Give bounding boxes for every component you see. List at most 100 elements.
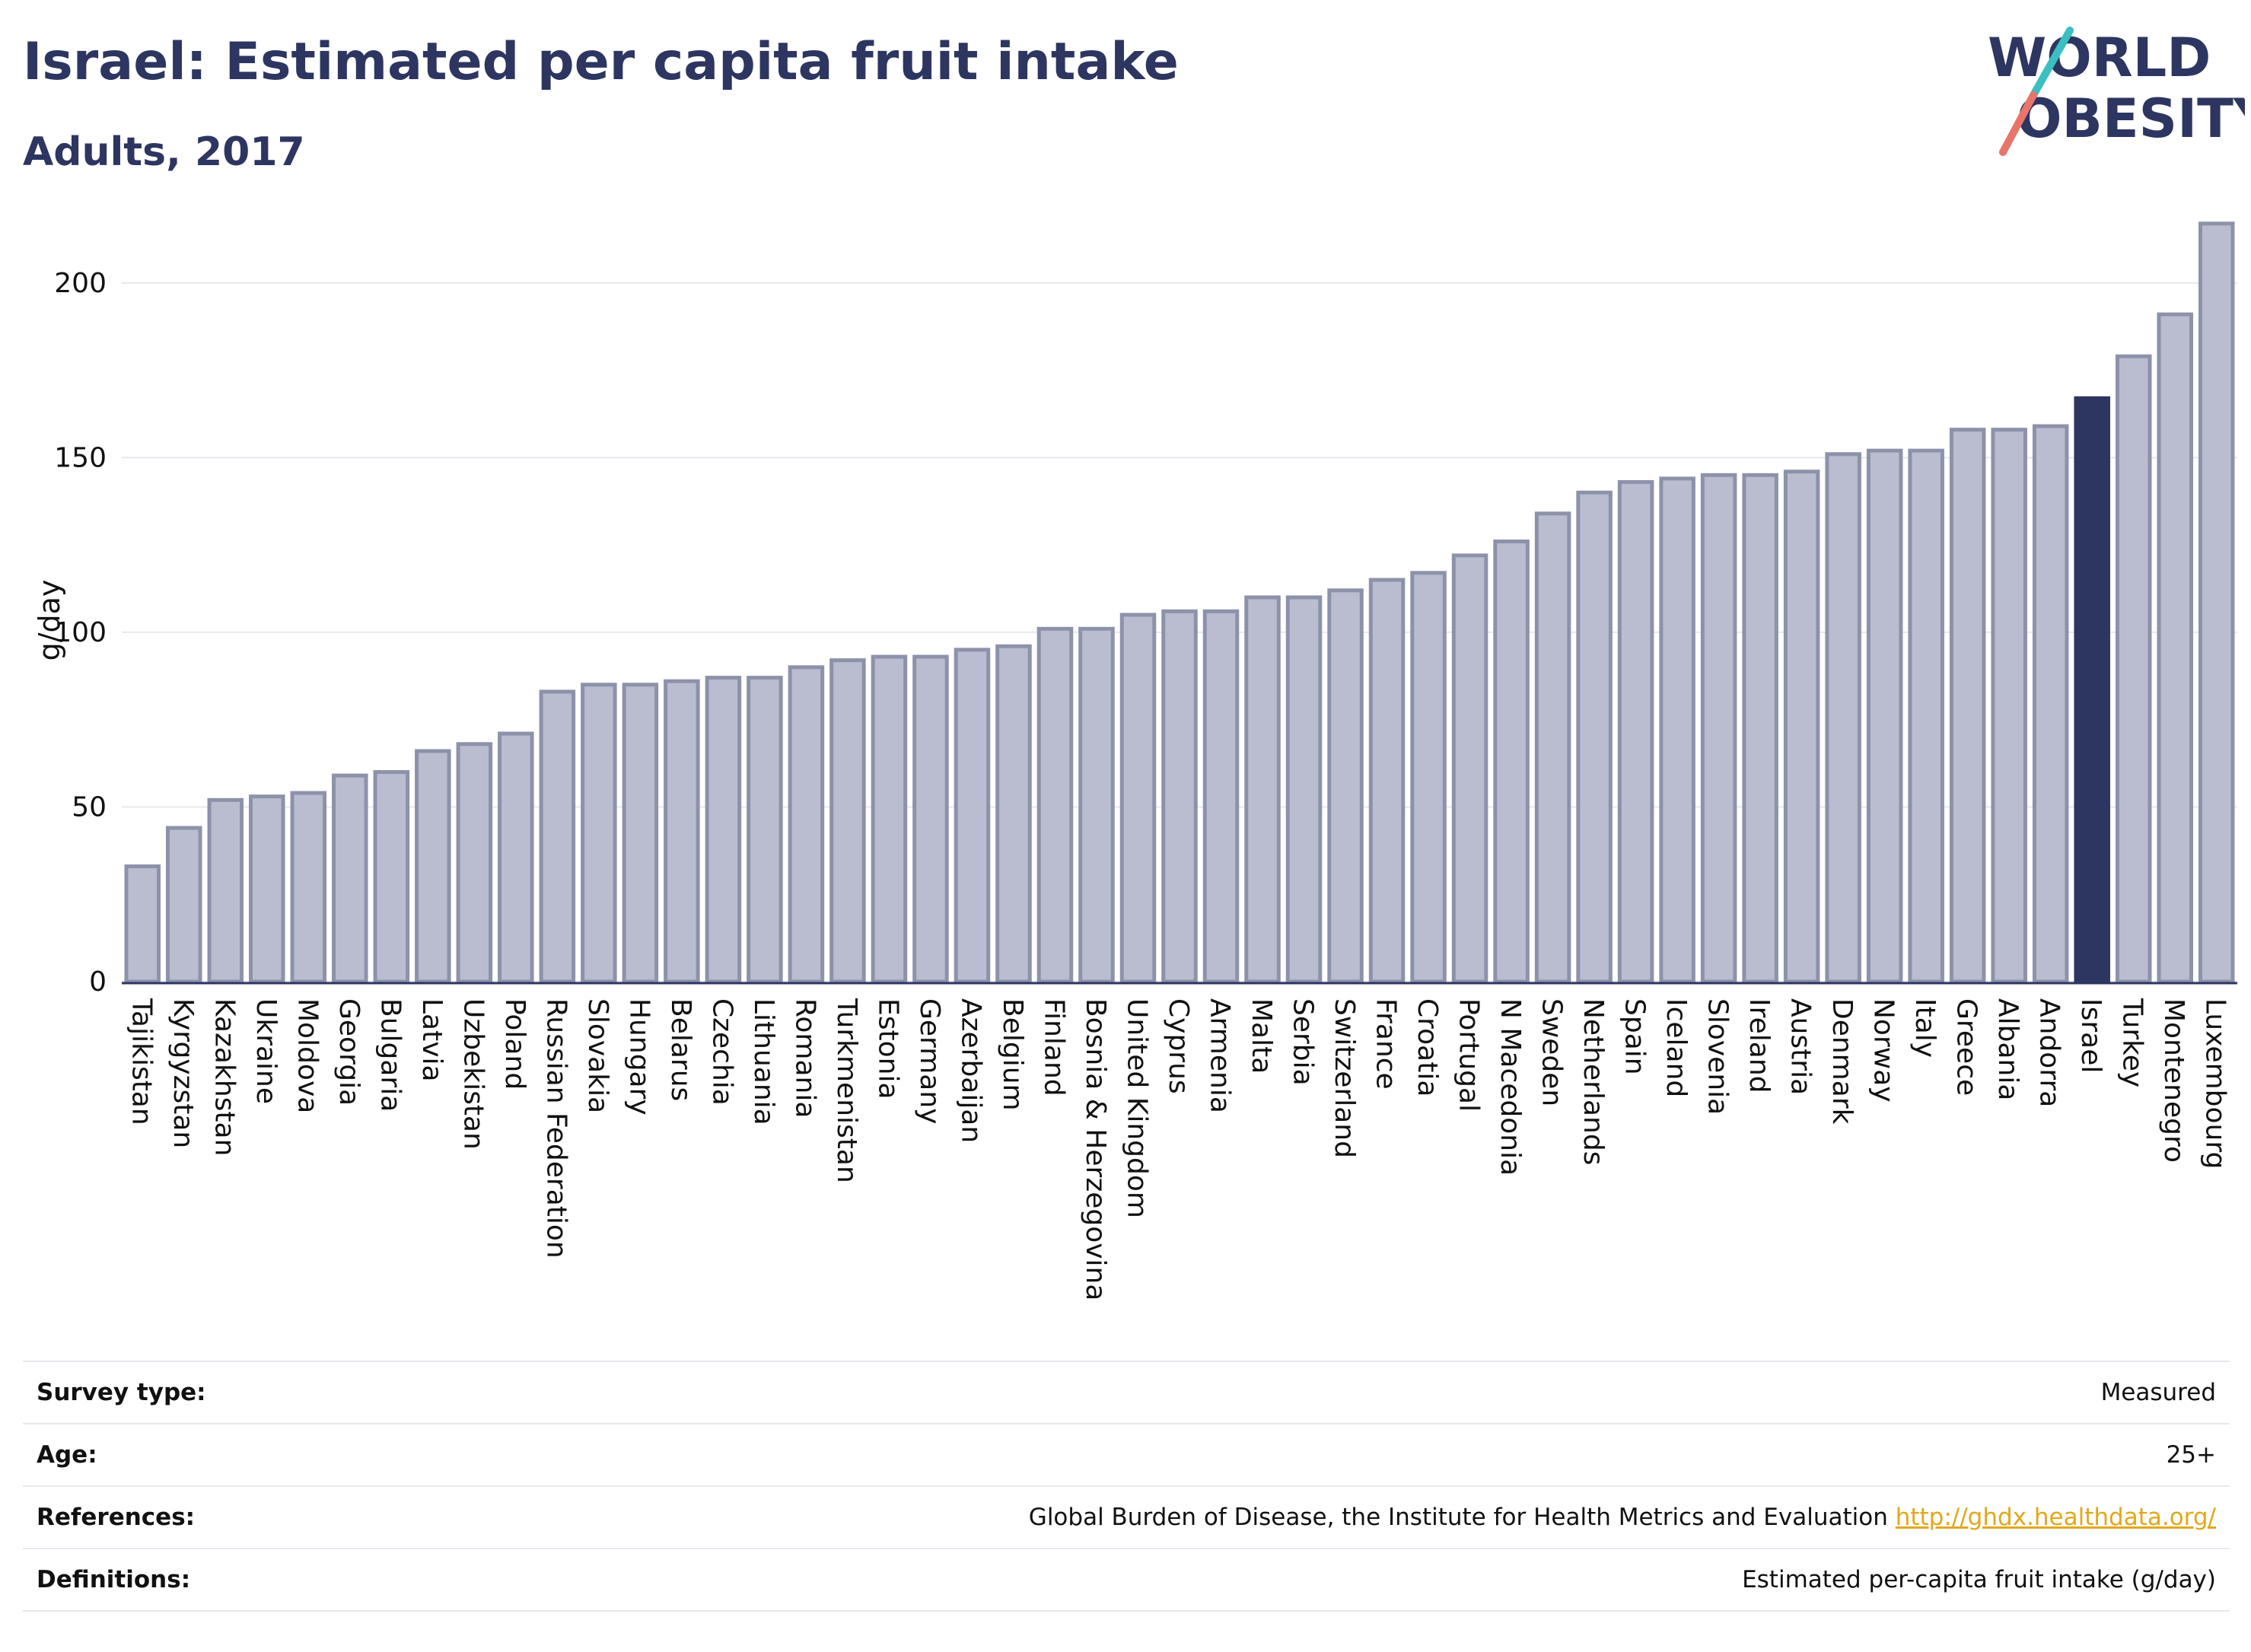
x-tick-label: United Kingdom bbox=[1121, 998, 1152, 1218]
x-tick-label: Greece bbox=[1951, 998, 1982, 1096]
bar bbox=[1576, 490, 1613, 984]
x-tick-label: Bulgaria bbox=[374, 998, 406, 1112]
x-tick-label: Poland bbox=[499, 998, 530, 1090]
bar bbox=[1410, 571, 1447, 984]
info-label: Age: bbox=[37, 1441, 97, 1469]
bar bbox=[1700, 473, 1737, 984]
y-tick-label: 200 bbox=[54, 268, 107, 299]
bar bbox=[1244, 595, 1281, 984]
x-tick-label: Estonia bbox=[872, 998, 903, 1100]
info-value: 25+ bbox=[2166, 1441, 2216, 1469]
x-tick-label: Slovakia bbox=[582, 998, 613, 1113]
x-tick-label: Montenegro bbox=[2158, 998, 2189, 1163]
y-tick-label: 50 bbox=[72, 791, 107, 823]
bar bbox=[1825, 452, 1861, 984]
bar bbox=[166, 826, 202, 984]
x-tick-label: Uzbekistan bbox=[457, 998, 489, 1150]
x-tick-label: Cyprus bbox=[1163, 998, 1194, 1094]
x-tick-label: Russian Federation bbox=[540, 998, 572, 1259]
bar bbox=[539, 689, 576, 984]
bar-chart: 0 50 100 150 200 Tajikistan Kyrgyzstan Kazakhs… bbox=[33, 221, 2237, 1300]
x-tick-label: Czechia bbox=[706, 998, 737, 1106]
bar bbox=[290, 791, 327, 984]
bar bbox=[1534, 511, 1571, 984]
bar bbox=[1327, 588, 1364, 984]
bar bbox=[1742, 473, 1778, 984]
x-tick-label: Slovenia bbox=[1702, 998, 1734, 1115]
y-axis-title: g/day bbox=[33, 580, 66, 661]
bar bbox=[2115, 354, 2152, 984]
bar bbox=[1949, 428, 1986, 984]
info-label: Definitions: bbox=[37, 1566, 191, 1593]
x-tick-label: Sweden bbox=[1536, 998, 1568, 1106]
bar bbox=[747, 676, 783, 984]
bar bbox=[1451, 553, 1488, 984]
bar bbox=[1617, 480, 1654, 984]
bar bbox=[705, 676, 742, 984]
x-tick-label: Malta bbox=[1246, 998, 1277, 1074]
chart-subtitle: Adults, 2017 bbox=[23, 129, 305, 175]
x-tick-label: Moldova bbox=[291, 998, 323, 1113]
x-tick-label: Ireland bbox=[1743, 998, 1775, 1093]
info-value: Measured bbox=[2100, 1379, 2216, 1406]
x-tick-label: Israel bbox=[2075, 998, 2106, 1073]
reference-link[interactable]: http://ghdx.healthdata.org/ bbox=[1895, 1504, 2216, 1531]
x-axis-labels: Tajikistan Kyrgyzstan Kazakhstan Ukraine Mol… bbox=[126, 998, 2230, 1300]
x-tick-label: Switzerland bbox=[1329, 998, 1360, 1158]
bar bbox=[1866, 448, 1903, 984]
info-row-age: Age: 25+ bbox=[23, 1424, 2230, 1486]
info-label: Survey type: bbox=[37, 1379, 206, 1406]
bar bbox=[622, 683, 659, 984]
x-tick-label: Tajikistan bbox=[126, 998, 157, 1125]
bar bbox=[498, 731, 534, 984]
bar bbox=[1078, 626, 1115, 984]
logo-slash-bottom bbox=[1999, 91, 2037, 156]
bar-highlight bbox=[2074, 396, 2110, 984]
bar bbox=[1368, 578, 1406, 984]
bar bbox=[829, 658, 866, 984]
y-axis-ticks: 0 50 100 150 200 bbox=[54, 268, 107, 998]
x-tick-label: Kyrgyzstan bbox=[167, 998, 199, 1148]
bar bbox=[1493, 540, 1530, 984]
bar bbox=[332, 773, 368, 984]
bar bbox=[954, 648, 991, 984]
x-tick-label: Armenia bbox=[1205, 998, 1236, 1113]
bar bbox=[1659, 476, 1695, 984]
x-tick-label: Croatia bbox=[1412, 998, 1443, 1097]
x-tick-label: Finland bbox=[1038, 998, 1069, 1097]
logo-line1: WORLD bbox=[1988, 27, 2211, 89]
bar bbox=[415, 749, 451, 984]
bar bbox=[1783, 469, 1820, 984]
x-tick-label: Germany bbox=[914, 998, 945, 1124]
x-tick-label: Bosnia & Herzegovina bbox=[1080, 998, 1111, 1300]
bar bbox=[456, 742, 493, 984]
bar bbox=[124, 864, 161, 984]
x-tick-label: Belgium bbox=[997, 998, 1028, 1111]
x-tick-label: Romania bbox=[789, 998, 820, 1118]
info-row-definitions: Definitions: Estimated per-capita fruit … bbox=[23, 1549, 2230, 1611]
bar bbox=[2032, 424, 2069, 984]
x-tick-label: Turkey bbox=[2117, 998, 2148, 1087]
x-tick-label: Georgia bbox=[333, 998, 365, 1106]
bars bbox=[124, 221, 2235, 984]
bar bbox=[1285, 595, 1323, 984]
x-tick-label: France bbox=[1371, 998, 1402, 1090]
x-tick-label: Portugal bbox=[1453, 998, 1485, 1112]
x-tick-label: Denmark bbox=[1826, 998, 1858, 1125]
x-tick-label: Spain bbox=[1619, 998, 1651, 1075]
y-tick-label: 100 bbox=[54, 617, 107, 648]
info-value: Estimated per-capita fruit intake (g/day… bbox=[1742, 1566, 2216, 1593]
logo-slash-top bbox=[2030, 27, 2074, 99]
bar bbox=[581, 683, 617, 984]
info-table: Survey type: Measured Age: 25+ Reference… bbox=[23, 1361, 2230, 1612]
x-tick-label: N Macedonia bbox=[1495, 998, 1526, 1176]
x-tick-label: Netherlands bbox=[1578, 998, 1609, 1165]
reference-text: Global Burden of Disease, the Institute … bbox=[1028, 1504, 1888, 1531]
bar bbox=[871, 654, 908, 984]
bar bbox=[995, 644, 1032, 984]
bar bbox=[1161, 609, 1198, 984]
bar bbox=[1202, 609, 1240, 984]
bar bbox=[912, 654, 949, 984]
x-tick-label: Norway bbox=[1868, 998, 1899, 1103]
bar bbox=[664, 679, 700, 984]
